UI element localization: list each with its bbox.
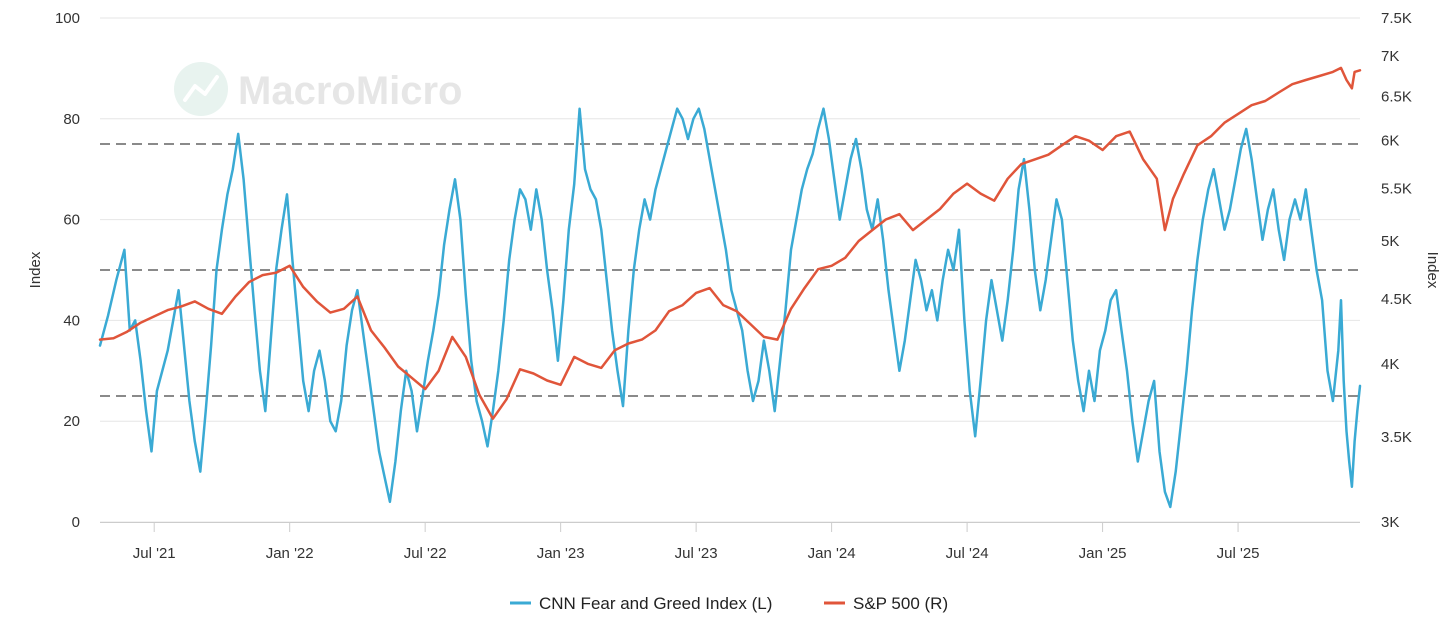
y-axis-right: 3K 3.5K 4K 4.5K 5K 5.5K 6K 6.5K 7K 7.5K (1381, 10, 1412, 531)
y-axis-left: 0 20 40 60 80 100 (55, 10, 80, 531)
y-right-tick-label: 6K (1381, 133, 1399, 150)
watermark-text: MacroMicro (238, 69, 463, 113)
y-right-tick-label: 3.5K (1381, 429, 1412, 446)
y-right-tick-label: 7K (1381, 48, 1399, 65)
y-axis-left-title: Index (27, 251, 44, 288)
series-layer (98, 66, 1362, 509)
y-right-tick-label: 4K (1381, 356, 1399, 373)
y-right-tick-label: 5.5K (1381, 181, 1412, 198)
legend-label-fear-greed[interactable]: CNN Fear and Greed Index (L) (539, 594, 772, 613)
watermark: MacroMicro (174, 62, 463, 116)
series-fear-greed-line (98, 107, 1362, 509)
legend[interactable]: CNN Fear and Greed Index (L) S&P 500 (R) (510, 594, 948, 613)
x-tick-label: Jul '22 (404, 545, 447, 562)
y-right-tick-label: 4.5K (1381, 291, 1412, 308)
x-axis: Jul '21 Jan '22 Jul '22 Jan '23 Jul '23 Jan '… (100, 522, 1360, 562)
y-left-tick-label: 40 (63, 312, 80, 329)
y-left-tick-label: 20 (63, 413, 80, 430)
legend-label-sp500[interactable]: S&P 500 (R) (853, 594, 948, 613)
y-axis-right-title: Index (1424, 252, 1441, 289)
watermark-logo-stroke (183, 75, 219, 102)
x-tick-label: Jan '25 (1079, 545, 1127, 562)
y-right-tick-label: 6.5K (1381, 89, 1412, 106)
x-tick-label: Jul '25 (1217, 545, 1260, 562)
x-tick-label: Jul '21 (133, 545, 176, 562)
y-right-tick-label: 5K (1381, 233, 1399, 250)
x-tick-label: Jan '22 (266, 545, 314, 562)
x-tick-label: Jul '23 (675, 545, 718, 562)
x-tick-label: Jul '24 (946, 545, 989, 562)
y-left-tick-label: 100 (55, 10, 80, 27)
x-tick-label: Jan '23 (537, 545, 585, 562)
reference-lines (100, 143, 1360, 397)
series-sp500-line (98, 66, 1362, 420)
y-right-tick-label: 3K (1381, 514, 1399, 531)
x-tick-label: Jan '24 (808, 545, 856, 562)
y-right-tick-label: 7.5K (1381, 10, 1412, 27)
y-left-tick-label: 0 (72, 514, 80, 531)
y-left-tick-label: 60 (63, 212, 80, 229)
y-left-tick-label: 80 (63, 111, 80, 128)
